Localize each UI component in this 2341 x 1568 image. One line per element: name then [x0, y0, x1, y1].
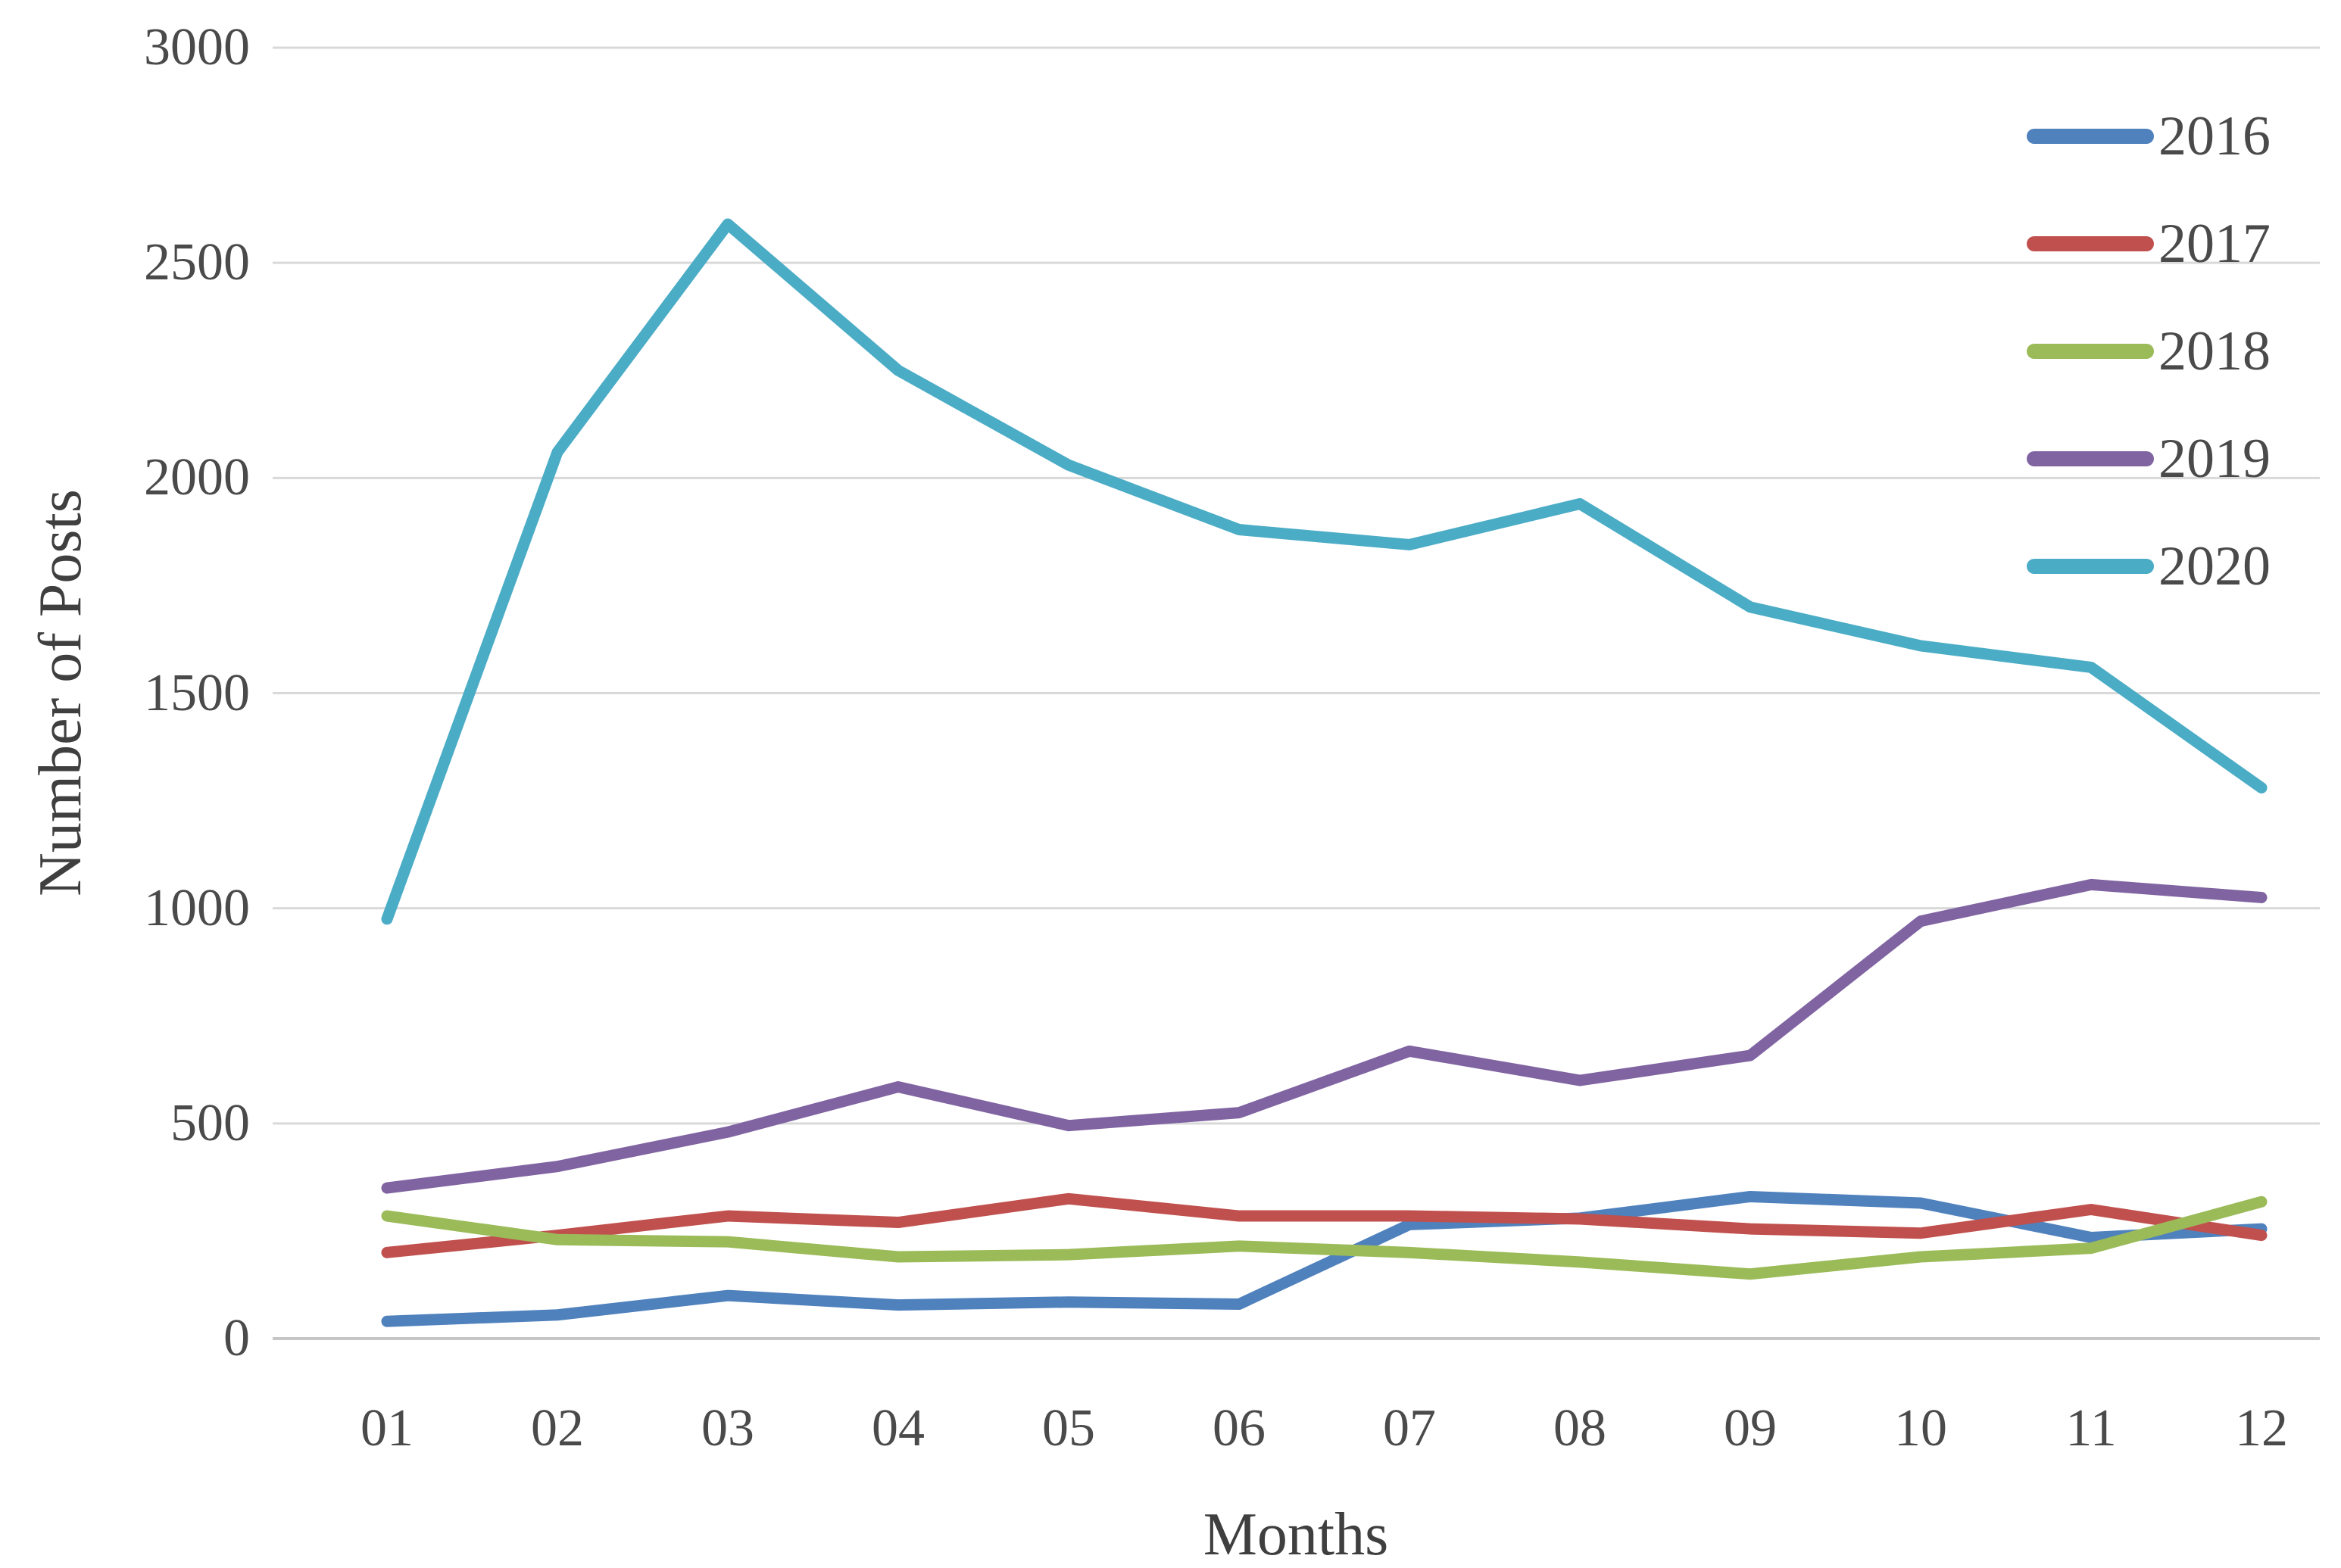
- legend-swatch-2017: [2027, 236, 2154, 251]
- x-tick-label-03: 03: [701, 1399, 754, 1457]
- x-tick-label-05: 05: [1042, 1399, 1095, 1457]
- legend-label-2020: 2020: [2158, 535, 2271, 597]
- x-axis-title: Months: [1203, 1501, 1389, 1568]
- y-tick-label-2000: 2000: [144, 448, 250, 507]
- y-tick-label-1000: 1000: [144, 878, 250, 937]
- legend-swatch-2016: [2027, 129, 2154, 144]
- x-tick-label-10: 10: [1894, 1399, 1947, 1457]
- legend-label-2018: 2018: [2158, 320, 2271, 382]
- series-line-2019: [381, 878, 2268, 1194]
- series-line-2016: [381, 1190, 2268, 1327]
- legend-item-2016: 2016: [2027, 83, 2271, 190]
- legend-swatch-2019: [2027, 451, 2154, 466]
- legend-swatch-2020: [2027, 559, 2154, 574]
- x-tick-label-07: 07: [1383, 1399, 1436, 1457]
- x-tick-label-09: 09: [1724, 1399, 1777, 1457]
- y-tick-label-3000: 3000: [144, 18, 250, 76]
- x-tick-label-06: 06: [1213, 1399, 1266, 1457]
- legend-item-2020: 2020: [2027, 513, 2271, 620]
- legend: 2016 2017 2018 2019 2020: [2027, 83, 2271, 620]
- legend-label-2017: 2017: [2158, 212, 2271, 275]
- legend-item-2019: 2019: [2027, 405, 2271, 513]
- y-tick-label-2500: 2500: [144, 233, 250, 292]
- x-tick-label-01: 01: [361, 1399, 414, 1457]
- y-tick-label-1500: 1500: [144, 663, 250, 722]
- legend-label-2019: 2019: [2158, 427, 2271, 490]
- y-tick-label-0: 0: [223, 1309, 250, 1367]
- x-tick-label-11: 11: [2065, 1399, 2117, 1457]
- legend-item-2017: 2017: [2027, 190, 2271, 298]
- x-tick-label-02: 02: [531, 1399, 584, 1457]
- legend-swatch-2018: [2027, 344, 2154, 359]
- series-line-2017: [381, 1192, 2268, 1258]
- y-axis-title: Number of Posts: [27, 489, 94, 896]
- x-tick-label-04: 04: [872, 1399, 925, 1457]
- x-tick-label-12: 12: [2235, 1399, 2288, 1457]
- series-line-2018: [381, 1195, 2268, 1280]
- legend-label-2016: 2016: [2158, 104, 2271, 167]
- series-line-2020: [381, 218, 2268, 925]
- y-tick-label-500: 500: [170, 1093, 250, 1152]
- legend-item-2018: 2018: [2027, 298, 2271, 405]
- x-tick-label-08: 08: [1553, 1399, 1606, 1457]
